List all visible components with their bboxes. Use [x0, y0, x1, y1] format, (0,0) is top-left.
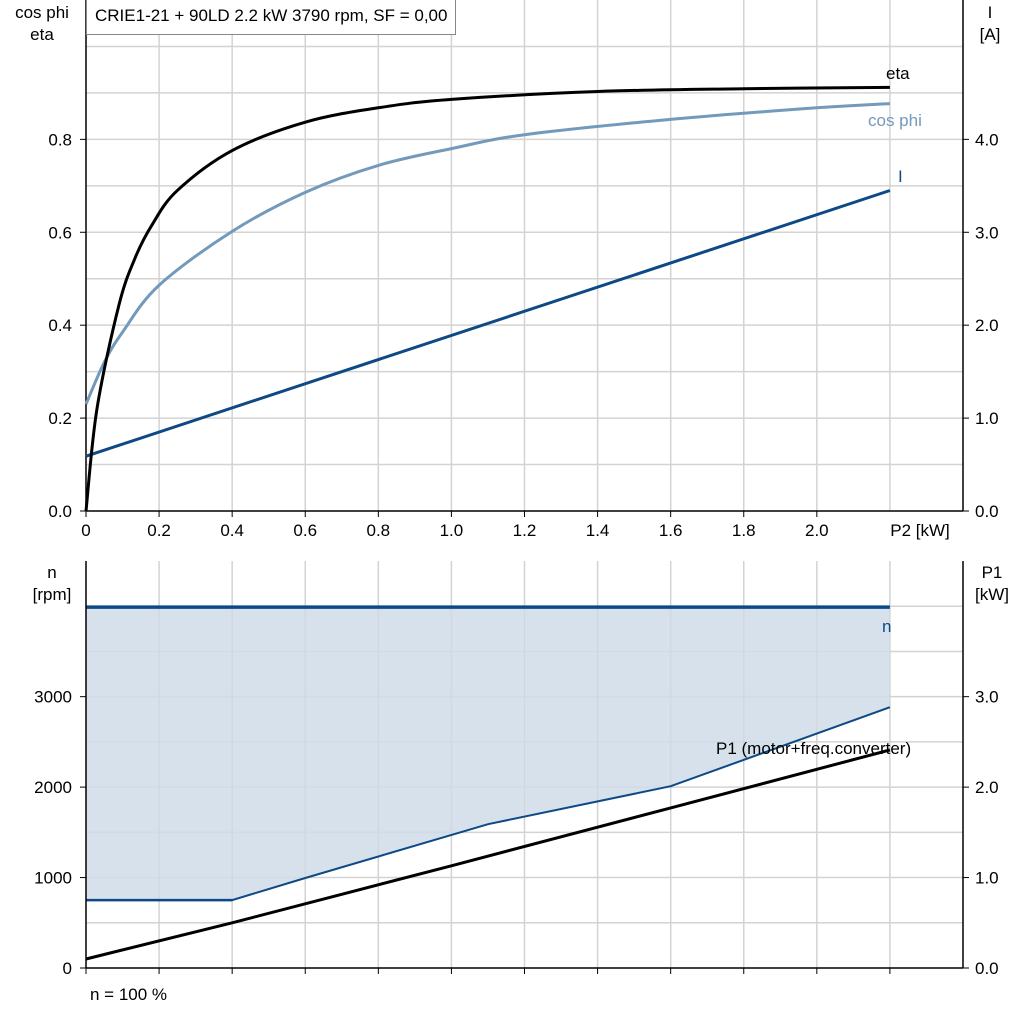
eta-label: eta — [886, 64, 910, 83]
y-left-tick-label: 1000 — [34, 869, 72, 888]
x-tick-label: 1.8 — [732, 521, 756, 540]
x-tick-label: 0.6 — [293, 521, 317, 540]
x-tick-label: 0 — [81, 521, 90, 540]
y-right-label: P1 — [982, 563, 1003, 582]
y-right-tick-label: 1.0 — [975, 409, 999, 428]
y-right-tick-label: 0.0 — [975, 959, 999, 978]
cos-phi-line — [84, 102, 891, 405]
y-right-tick-label: 4.0 — [975, 130, 999, 149]
y-left-tick-label: 0.2 — [48, 409, 72, 428]
n-label: n — [882, 617, 891, 636]
y-left-tick-label: 0.0 — [48, 502, 72, 521]
y-right-tick-label: 1.0 — [975, 869, 999, 888]
chart-title: CRIE1-21 + 90LD 2.2 kW 3790 rpm, SF = 0,… — [86, 0, 457, 35]
x-tick-label: 2.0 — [805, 521, 829, 540]
y-right-tick-label: 0.0 — [975, 502, 999, 521]
y-left-label: eta — [30, 25, 54, 44]
y-left-tick-label: 0.8 — [48, 130, 72, 149]
p1-label: P1 (motor+freq.converter) — [716, 739, 911, 758]
y-right-tick-label: 2.0 — [975, 778, 999, 797]
x-tick-label: 0.2 — [147, 521, 171, 540]
y-right-label: I — [988, 3, 993, 22]
y-left-label: [rpm] — [33, 585, 72, 604]
y-left-tick-label: 3000 — [34, 688, 72, 707]
y-right-label: [A] — [980, 25, 1001, 44]
y-left-tick-label: 2000 — [34, 778, 72, 797]
y-left-label: cos phi — [15, 3, 69, 22]
y-left-tick-label: 0.6 — [48, 223, 72, 242]
x-tick-label: 1.4 — [586, 521, 610, 540]
current-label: I — [898, 167, 903, 186]
y-left-tick-label: 0 — [63, 959, 72, 978]
p1-line — [85, 748, 891, 961]
x-tick-label: 1.6 — [659, 521, 683, 540]
eta-line — [84, 85, 890, 512]
x-axis-label: P2 [kW] — [890, 521, 950, 540]
y-right-tick-label: 3.0 — [975, 223, 999, 242]
y-right-label: [kW] — [975, 585, 1009, 604]
y-right-tick-label: 2.0 — [975, 316, 999, 335]
x-tick-label: 0.8 — [367, 521, 391, 540]
x-tick-label: 1.0 — [440, 521, 464, 540]
x-tick-label: 1.2 — [513, 521, 537, 540]
current-line — [85, 189, 891, 458]
x-tick-label: 0.4 — [220, 521, 244, 540]
footer-note: n = 100 % — [90, 985, 168, 1004]
speed-range-area — [86, 607, 890, 901]
y-left-label: n — [47, 563, 56, 582]
y-right-tick-label: 3.0 — [975, 688, 999, 707]
y-left-tick-label: 0.4 — [48, 316, 72, 335]
cos-phi-label: cos phi — [868, 111, 922, 130]
